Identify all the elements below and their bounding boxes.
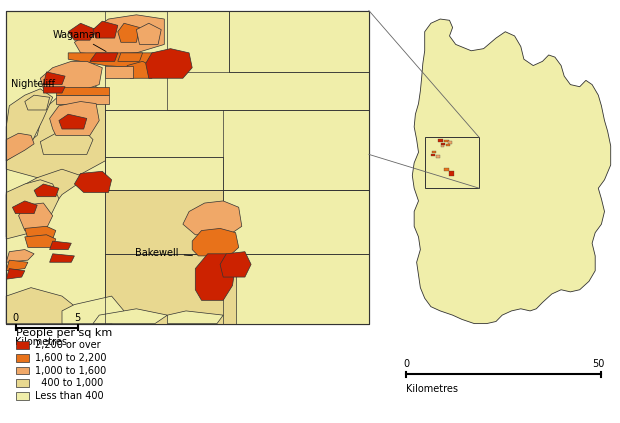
Polygon shape xyxy=(105,110,369,190)
Polygon shape xyxy=(192,228,239,256)
Text: 0: 0 xyxy=(12,313,19,323)
Polygon shape xyxy=(105,190,369,254)
Bar xyxy=(16,367,29,374)
Polygon shape xyxy=(6,180,59,239)
Polygon shape xyxy=(183,201,242,235)
Polygon shape xyxy=(105,66,133,78)
Polygon shape xyxy=(441,145,444,147)
Polygon shape xyxy=(40,133,93,154)
Polygon shape xyxy=(43,87,65,93)
Polygon shape xyxy=(6,169,87,237)
Polygon shape xyxy=(43,72,65,85)
Polygon shape xyxy=(448,142,452,144)
Polygon shape xyxy=(6,269,25,279)
Polygon shape xyxy=(136,23,161,44)
Text: Wagaman: Wagaman xyxy=(53,30,106,52)
Text: 400 to 1,000: 400 to 1,000 xyxy=(35,378,104,388)
Polygon shape xyxy=(25,235,56,247)
Bar xyxy=(16,392,29,400)
Polygon shape xyxy=(105,254,369,324)
Bar xyxy=(16,341,29,349)
Polygon shape xyxy=(19,203,53,231)
Text: Bakewell: Bakewell xyxy=(135,248,193,258)
Polygon shape xyxy=(6,288,81,324)
Polygon shape xyxy=(6,250,34,262)
Polygon shape xyxy=(68,23,96,40)
Text: People per sq km: People per sq km xyxy=(16,328,112,338)
Text: 1,000 to 1,600: 1,000 to 1,600 xyxy=(35,365,107,376)
Bar xyxy=(6,11,369,324)
Polygon shape xyxy=(432,151,436,153)
Polygon shape xyxy=(118,53,143,61)
Polygon shape xyxy=(34,184,59,197)
Polygon shape xyxy=(93,309,167,324)
Polygon shape xyxy=(438,139,443,142)
Polygon shape xyxy=(195,254,236,300)
Text: 1,600 to 2,200: 1,600 to 2,200 xyxy=(35,353,107,363)
Polygon shape xyxy=(50,241,71,250)
Polygon shape xyxy=(74,171,112,192)
Text: Kilometres: Kilometres xyxy=(406,384,458,394)
Polygon shape xyxy=(62,296,124,324)
Text: Less than 400: Less than 400 xyxy=(35,391,104,401)
Polygon shape xyxy=(412,19,611,324)
Bar xyxy=(425,137,479,188)
Polygon shape xyxy=(220,252,251,277)
Text: 5: 5 xyxy=(74,313,81,323)
Polygon shape xyxy=(146,49,192,78)
Bar xyxy=(16,379,29,387)
Polygon shape xyxy=(50,254,74,262)
Bar xyxy=(6,11,369,324)
Polygon shape xyxy=(441,143,445,145)
Polygon shape xyxy=(6,133,34,161)
Polygon shape xyxy=(74,15,164,55)
Polygon shape xyxy=(105,157,223,190)
Polygon shape xyxy=(436,156,440,157)
Polygon shape xyxy=(167,11,369,110)
Polygon shape xyxy=(105,254,236,324)
Polygon shape xyxy=(59,114,87,129)
Polygon shape xyxy=(444,168,448,171)
Polygon shape xyxy=(68,53,167,68)
Polygon shape xyxy=(6,260,28,271)
Polygon shape xyxy=(431,154,435,156)
Polygon shape xyxy=(50,102,99,135)
Polygon shape xyxy=(118,23,140,42)
Text: Nightcliff: Nightcliff xyxy=(11,79,55,89)
Polygon shape xyxy=(40,61,102,89)
Polygon shape xyxy=(449,171,454,176)
Polygon shape xyxy=(223,190,369,254)
Polygon shape xyxy=(127,61,155,78)
Polygon shape xyxy=(229,11,369,72)
Polygon shape xyxy=(56,95,108,104)
Polygon shape xyxy=(6,85,105,178)
Text: 0: 0 xyxy=(403,359,409,369)
Text: 50: 50 xyxy=(592,359,604,369)
Text: 2,200 or over: 2,200 or over xyxy=(35,340,101,350)
Polygon shape xyxy=(90,53,118,61)
Polygon shape xyxy=(56,87,108,95)
Polygon shape xyxy=(12,201,37,214)
Polygon shape xyxy=(6,89,53,161)
Text: Kilometres: Kilometres xyxy=(16,337,68,347)
Bar xyxy=(16,354,29,362)
Polygon shape xyxy=(93,21,118,38)
Polygon shape xyxy=(444,140,448,142)
Polygon shape xyxy=(25,95,50,110)
Polygon shape xyxy=(167,311,223,324)
Polygon shape xyxy=(25,226,56,239)
Polygon shape xyxy=(446,144,450,146)
